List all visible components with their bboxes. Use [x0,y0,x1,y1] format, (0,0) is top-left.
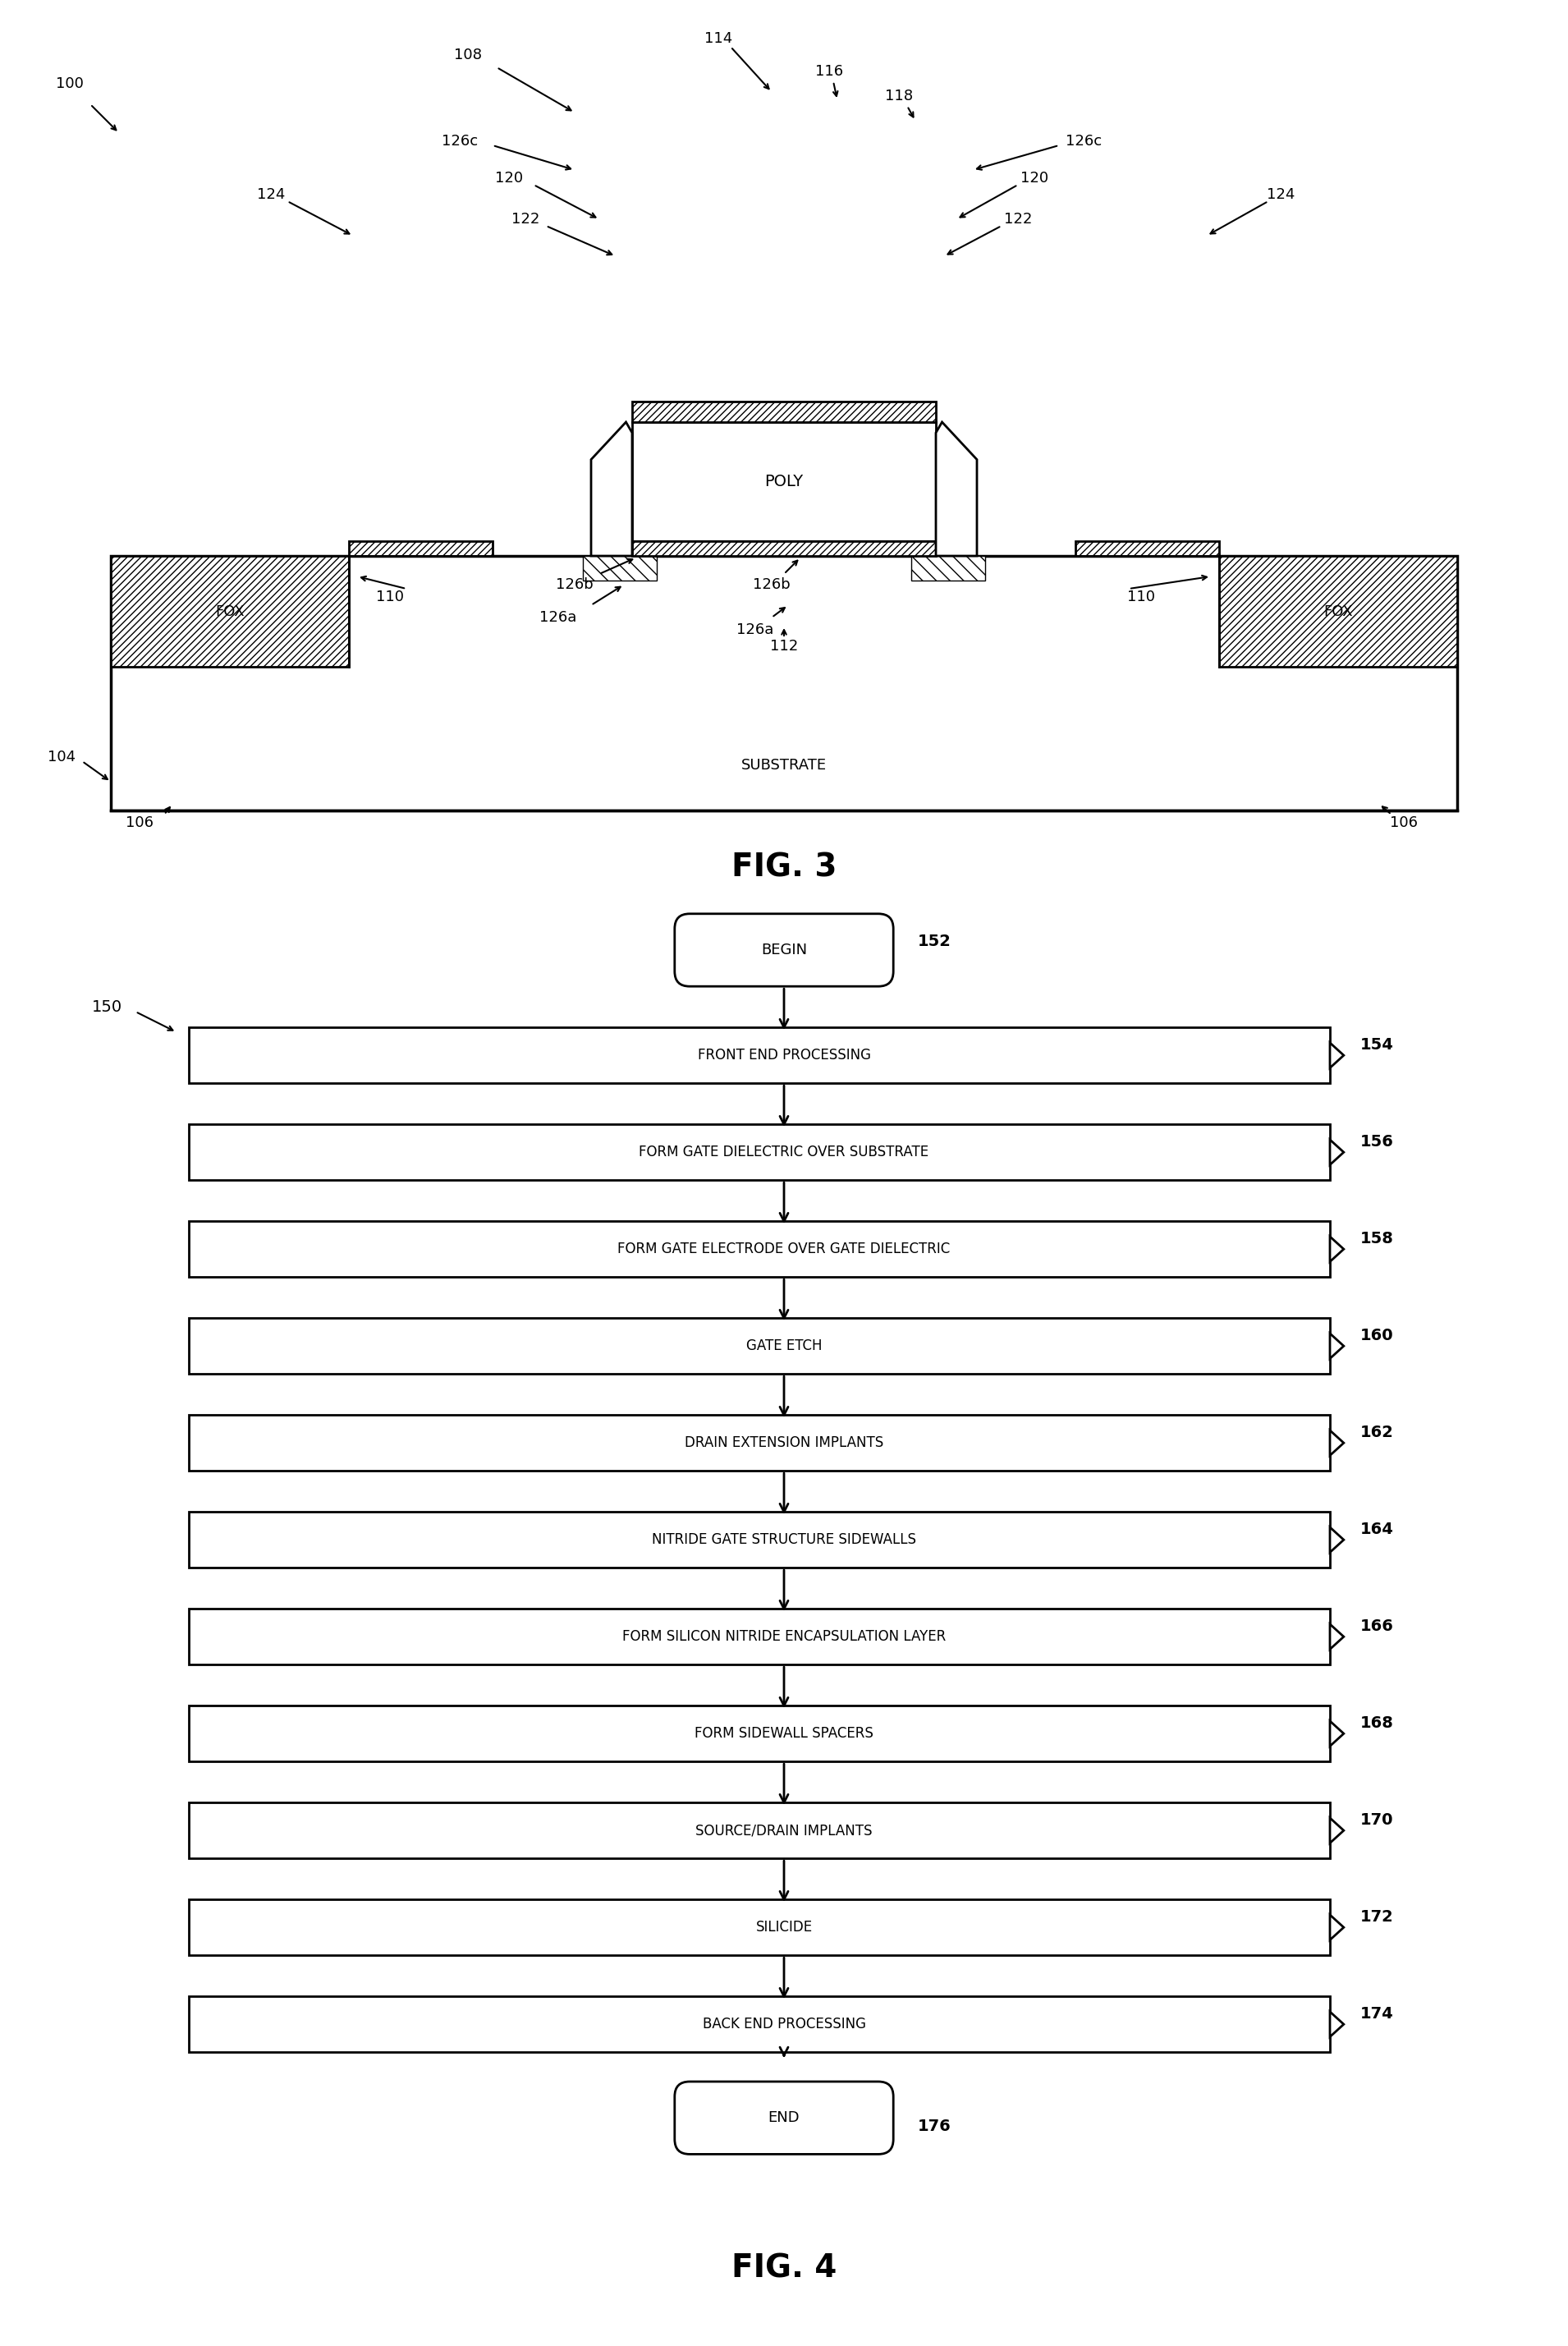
Text: FORM SIDEWALL SPACERS: FORM SIDEWALL SPACERS [695,1727,873,1741]
Bar [1076,542,1218,556]
Polygon shape [1330,1042,1344,1067]
Text: 100: 100 [56,77,83,91]
Text: 154: 154 [1359,1037,1394,1053]
Text: 124: 124 [1267,188,1295,202]
Text: 120: 120 [495,171,524,185]
Polygon shape [1330,1527,1344,1553]
Text: 112: 112 [770,638,798,655]
FancyBboxPatch shape [674,913,894,985]
Polygon shape [1330,1623,1344,1649]
Text: FORM GATE ELECTRODE OVER GATE DIELECTRIC: FORM GATE ELECTRODE OVER GATE DIELECTRIC [618,1241,950,1257]
Text: 118: 118 [884,89,913,103]
Text: FIG. 4: FIG. 4 [731,2252,837,2283]
Text: SOURCE/DRAIN IMPLANTS: SOURCE/DRAIN IMPLANTS [696,1823,872,1837]
Text: 116: 116 [815,63,844,80]
Text: 176: 176 [917,2118,952,2135]
Polygon shape [1330,2013,1344,2036]
Bar [632,422,936,542]
Polygon shape [1330,1140,1344,1164]
Text: SUBSTRATE: SUBSTRATE [742,758,826,772]
Polygon shape [1330,1722,1344,1745]
Text: 120: 120 [1021,171,1049,185]
Text: DRAIN EXTENSION IMPLANTS: DRAIN EXTENSION IMPLANTS [685,1436,883,1450]
Bar [911,556,985,579]
Bar [188,1996,1330,2053]
Text: GATE ETCH: GATE ETCH [746,1340,822,1354]
Text: 168: 168 [1359,1715,1394,1731]
Text: FRONT END PROCESSING: FRONT END PROCESSING [698,1049,870,1063]
Text: 124: 124 [257,188,285,202]
Text: 126c: 126c [442,134,478,148]
Polygon shape [1330,1333,1344,1358]
Bar [111,556,350,666]
Text: FORM SILICON NITRIDE ENCAPSULATION LAYER: FORM SILICON NITRIDE ENCAPSULATION LAYER [622,1630,946,1645]
Text: 122: 122 [1004,211,1032,228]
Text: 156: 156 [1359,1135,1394,1150]
Bar [188,1222,1330,1276]
Text: 126c: 126c [1066,134,1102,148]
Text: 126a: 126a [539,610,577,624]
Text: BACK END PROCESSING: BACK END PROCESSING [702,2018,866,2032]
Polygon shape [591,422,632,556]
Bar [1218,556,1457,666]
Bar [188,1124,1330,1180]
Text: 108: 108 [455,47,481,63]
Text: 164: 164 [1359,1523,1394,1537]
Bar [188,1802,1330,1858]
Text: 122: 122 [511,211,539,228]
Text: 114: 114 [704,30,732,47]
Bar [188,1511,1330,1567]
Text: 110: 110 [1127,589,1156,605]
Polygon shape [1330,1818,1344,1844]
Polygon shape [936,422,977,556]
Text: FOX: FOX [1323,603,1353,619]
Text: SILICIDE: SILICIDE [756,1919,812,1935]
Text: 126a: 126a [737,622,775,638]
Text: 150: 150 [91,999,122,1016]
Text: NITRIDE GATE STRUCTURE SIDEWALLS: NITRIDE GATE STRUCTURE SIDEWALLS [652,1532,916,1548]
Text: END: END [768,2111,800,2125]
Polygon shape [1330,1914,1344,1940]
FancyBboxPatch shape [674,2081,894,2154]
Text: BEGIN: BEGIN [760,943,808,957]
Text: POLY: POLY [765,474,803,490]
Polygon shape [1330,1431,1344,1455]
Bar [188,1706,1330,1762]
Text: 170: 170 [1359,1813,1394,1828]
Bar [188,1318,1330,1375]
Text: 158: 158 [1359,1232,1394,1246]
Bar [632,401,936,422]
Text: FORM GATE DIELECTRIC OVER SUBSTRATE: FORM GATE DIELECTRIC OVER SUBSTRATE [640,1145,928,1159]
Bar [188,1609,1330,1666]
Text: 110: 110 [376,589,405,605]
Bar [111,556,1457,809]
Bar [188,1900,1330,1954]
Text: 174: 174 [1359,2006,1394,2022]
Bar [583,556,657,579]
Bar [632,542,936,556]
Text: 106: 106 [125,816,154,830]
Bar [188,1415,1330,1471]
Text: 172: 172 [1359,1910,1394,1926]
Bar [188,1028,1330,1084]
Text: 106: 106 [1389,816,1417,830]
Bar [350,542,492,556]
Text: 126b: 126b [557,577,593,591]
Text: 166: 166 [1359,1619,1394,1635]
Text: 104: 104 [47,751,75,765]
Text: 126b: 126b [753,577,790,591]
Polygon shape [1330,1236,1344,1262]
Text: FIG. 3: FIG. 3 [731,852,837,884]
Text: 152: 152 [917,934,952,950]
Text: 160: 160 [1359,1328,1394,1344]
Text: FOX: FOX [215,603,245,619]
Text: 162: 162 [1359,1424,1394,1440]
